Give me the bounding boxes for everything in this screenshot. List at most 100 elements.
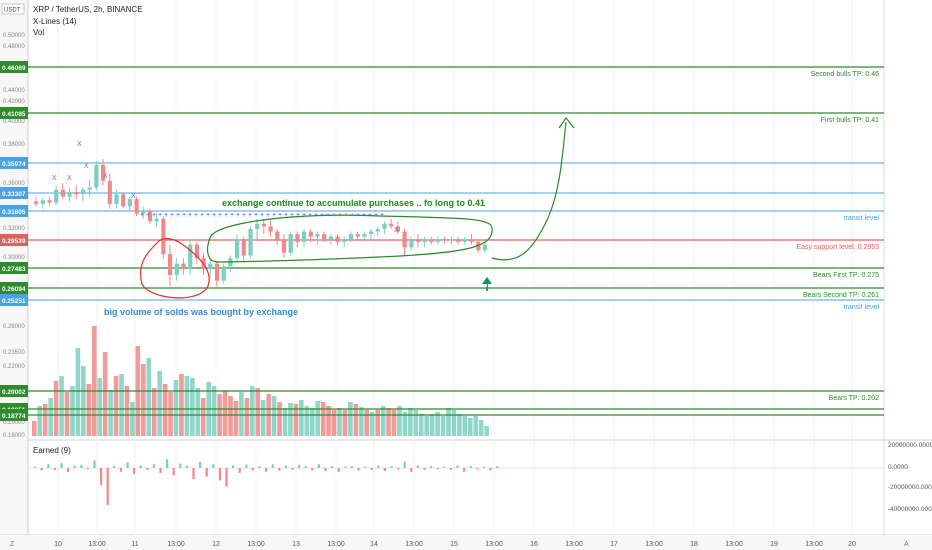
price-tick-label: 0.18000: [3, 433, 25, 439]
price-level-badge-text: 0.35974: [2, 161, 26, 168]
earned-bar: [370, 468, 373, 470]
volume-bar: [342, 410, 348, 436]
earned-bar: [456, 465, 459, 468]
x-line-dot: +: [152, 212, 156, 219]
x-line-dot: +: [170, 212, 174, 219]
price-level-badge-text: 0.33307: [2, 191, 26, 198]
volume-bar: [239, 392, 244, 436]
earned-bar: [489, 468, 492, 471]
candle-body: [174, 263, 179, 275]
earned-bar: [271, 464, 274, 468]
indicator-vol-label: Vol: [33, 28, 45, 37]
earned-bar: [218, 468, 221, 481]
earned-bar: [152, 464, 155, 468]
price-level-badge: [0, 385, 28, 397]
volume-bar: [113, 376, 119, 436]
candle-body: [355, 234, 360, 237]
candle-body: [248, 228, 253, 256]
price-axis-left: [0, 0, 28, 550]
volume-bar: [435, 412, 440, 436]
price-level-badge-text: 0.18774: [2, 413, 26, 420]
volume-bar: [478, 420, 484, 436]
time-tick-label: 10: [54, 541, 62, 548]
candle-body: [328, 236, 333, 240]
volume-bar: [157, 371, 162, 436]
earned-bar: [86, 468, 89, 470]
earned-bar: [410, 468, 413, 472]
candle-body: [402, 231, 407, 248]
x-line-dot: +: [206, 212, 210, 219]
time-tick-label: 12: [212, 541, 220, 548]
volume-bar: [190, 378, 195, 436]
volume-bar: [130, 402, 135, 436]
volume-bar: [457, 414, 462, 436]
earned-bar: [146, 468, 149, 470]
x-line-dot: +: [242, 212, 246, 219]
auto-scale-button[interactable]: A: [904, 541, 909, 548]
candle-body: [442, 239, 447, 241]
candle-body: [107, 180, 112, 204]
earned-bar: [364, 466, 367, 468]
candle-body: [34, 201, 39, 204]
projection-curve: [491, 121, 567, 261]
earned-bar: [212, 464, 215, 468]
x-marker: X: [394, 227, 399, 234]
x-line-dot: +: [158, 212, 162, 219]
candle-body: [101, 164, 106, 181]
candle-body: [429, 239, 434, 242]
accumulation-annotation: exchange continue to accumulate purchase…: [222, 198, 486, 208]
price-level-badge: [0, 262, 28, 274]
earned-bar: [278, 468, 281, 471]
x-line-dot: +: [296, 212, 300, 219]
earned-bar: [185, 465, 188, 468]
volume-bar: [151, 388, 157, 436]
x-line-dot: +: [278, 212, 282, 219]
volume-bar: [418, 414, 424, 436]
price-tick-label: 0.38000: [3, 142, 25, 148]
volume-bar: [451, 410, 457, 436]
earned-bar: [166, 459, 169, 468]
candle-body: [422, 239, 427, 242]
volume-bar: [375, 410, 380, 436]
volume-bar: [97, 378, 102, 436]
earned-bar: [436, 468, 439, 470]
candle-body: [255, 223, 260, 229]
candle-body: [141, 211, 146, 214]
earned-bar: [205, 468, 208, 477]
earned-bar: [126, 462, 129, 468]
volume-bar: [260, 400, 266, 436]
candle-body: [348, 234, 354, 240]
x-line-dot: +: [272, 212, 276, 219]
volume-bar: [304, 406, 310, 436]
time-tick-label: 13:00: [645, 541, 663, 548]
earned-bar: [311, 468, 314, 471]
candle-body: [80, 189, 86, 195]
volume-bar: [320, 402, 326, 436]
price-tick-label: 0.32000: [3, 226, 25, 232]
volume-bar: [48, 398, 53, 436]
volume-bar: [173, 380, 179, 436]
earned-bar: [40, 468, 43, 471]
x-line-dot: +: [248, 212, 252, 219]
zoom-corner-button[interactable]: Z: [10, 541, 15, 548]
earned-bar: [443, 466, 446, 468]
price-level-label: Second bulls TP: 0.46: [811, 71, 879, 78]
candle-body: [114, 194, 119, 204]
symbol-title: XRP / TetherUS, 2h, BINANCE: [33, 5, 143, 14]
x-line-dot: +: [176, 212, 180, 219]
price-level-label: Bears Second TP: 0.261: [803, 292, 879, 299]
earned-bar: [192, 468, 195, 480]
x-line-dot: +: [236, 212, 240, 219]
candle-body: [322, 234, 327, 240]
price-level-label: First bulls TP: 0.41: [821, 117, 879, 124]
time-tick-label: 13:00: [88, 541, 106, 548]
volume-bar: [59, 376, 64, 436]
earned-bar: [238, 468, 241, 473]
earned-bar: [317, 464, 320, 468]
earned-bar: [73, 465, 76, 468]
earned-bar: [357, 468, 360, 471]
price-level-label: transit level: [844, 304, 880, 311]
volume-bar: [102, 352, 108, 436]
